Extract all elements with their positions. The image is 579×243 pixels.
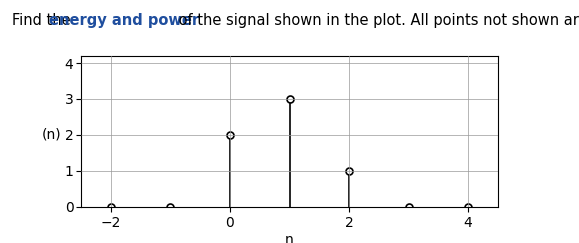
Text: Find the: Find the bbox=[12, 13, 75, 28]
Text: of the signal shown in the plot. All points not shown are zero.: of the signal shown in the plot. All poi… bbox=[174, 13, 579, 28]
Text: (n): (n) bbox=[42, 128, 61, 142]
Text: energy and power: energy and power bbox=[49, 13, 199, 28]
X-axis label: n: n bbox=[285, 233, 294, 243]
